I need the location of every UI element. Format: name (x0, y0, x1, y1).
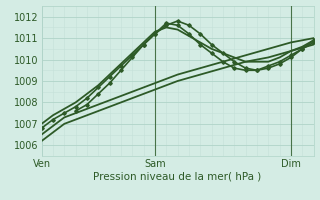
X-axis label: Pression niveau de la mer( hPa ): Pression niveau de la mer( hPa ) (93, 172, 262, 182)
